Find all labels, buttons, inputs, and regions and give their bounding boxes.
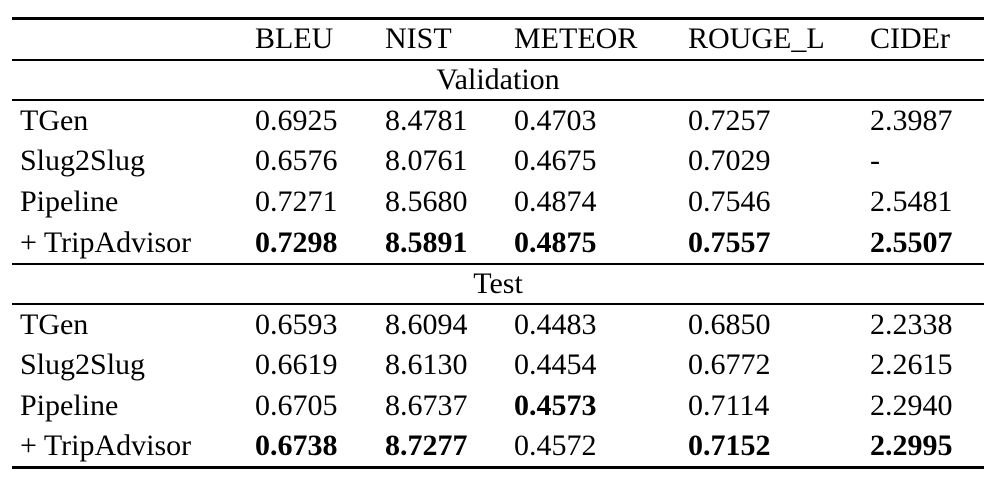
metric-value: 0.4874 <box>514 185 597 218</box>
column-header-nist: NIST <box>385 22 452 56</box>
section-title: Validation <box>436 62 560 96</box>
metric-value: 2.2995 <box>870 429 953 463</box>
metric-value: 2.2338 <box>870 307 953 341</box>
metric-value: 8.4781 <box>385 103 468 137</box>
table-row: + TripAdvisor 0.6738 8.7277 0.4572 0.715… <box>12 427 984 468</box>
metric-value: 2.5481 <box>870 185 953 218</box>
metric-value: 0.7029 <box>688 144 771 177</box>
metric-value: 0.4675 <box>514 144 597 177</box>
metric-value: 0.6738 <box>255 429 338 463</box>
metric-value: 8.6737 <box>385 389 468 422</box>
metric-value: 0.6593 <box>255 307 338 341</box>
metric-value: 2.2615 <box>870 348 953 381</box>
results-table: BLEU NIST METEOR ROUGE_L CIDEr Validatio… <box>12 17 984 469</box>
metric-value: 0.7271 <box>255 185 338 218</box>
metric-value: 0.4454 <box>514 348 597 381</box>
table-row: TGen 0.6593 8.6094 0.4483 0.6850 2.2338 <box>12 304 984 345</box>
section-title: Test <box>473 266 523 300</box>
column-header-rouge-l: ROUGE_L <box>688 22 825 56</box>
table-row: Slug2Slug 0.6619 8.6130 0.4454 0.6772 2.… <box>12 345 984 386</box>
row-label: TGen <box>20 307 89 341</box>
metric-value: 0.6705 <box>255 389 338 422</box>
metric-value: 0.4483 <box>514 307 597 341</box>
metric-value: 0.7298 <box>255 225 338 259</box>
table-row: Pipeline 0.7271 8.5680 0.4874 0.7546 2.5… <box>12 182 984 223</box>
section-header-test: Test <box>12 264 984 304</box>
metric-value: 0.6850 <box>688 307 771 341</box>
metric-value: 0.7557 <box>688 225 771 259</box>
column-header-meteor: METEOR <box>514 22 638 56</box>
row-label: Slug2Slug <box>20 144 146 177</box>
metric-value: 2.2940 <box>870 389 953 422</box>
metric-value: 0.7546 <box>688 185 771 218</box>
metric-value: 8.6094 <box>385 307 468 341</box>
row-label: Pipeline <box>20 389 119 422</box>
metric-value: 8.0761 <box>385 144 468 177</box>
metric-value: 0.7257 <box>688 103 771 137</box>
row-label: + TripAdvisor <box>20 225 192 259</box>
metric-value: 8.7277 <box>385 429 468 463</box>
metric-value: 0.7114 <box>688 389 770 422</box>
table-row: Slug2Slug 0.6576 8.0761 0.4675 0.7029 - <box>12 141 984 182</box>
column-header-empty <box>12 19 255 60</box>
metric-value: 0.4572 <box>514 429 597 463</box>
metric-value: 2.5507 <box>870 225 953 259</box>
column-header-bleu: BLEU <box>255 22 334 56</box>
metric-value: 2.3987 <box>870 103 953 137</box>
section-header-validation: Validation <box>12 60 984 100</box>
table-row: TGen 0.6925 8.4781 0.4703 0.7257 2.3987 <box>12 100 984 141</box>
metric-value: 0.6576 <box>255 144 338 177</box>
metric-value: 8.5680 <box>385 185 468 218</box>
table-row: + TripAdvisor 0.7298 8.5891 0.4875 0.755… <box>12 223 984 264</box>
metric-value: 8.6130 <box>385 348 468 381</box>
metric-value: 0.6925 <box>255 103 338 137</box>
metric-value: 0.4875 <box>514 225 597 259</box>
metric-value: - <box>870 144 880 177</box>
row-label: Slug2Slug <box>20 348 146 381</box>
column-header-cider: CIDEr <box>870 22 950 56</box>
metric-value: 0.4703 <box>514 103 597 137</box>
row-label: + TripAdvisor <box>20 429 192 463</box>
metric-value: 8.5891 <box>385 225 468 259</box>
table-row: Pipeline 0.6705 8.6737 0.4573 0.7114 2.2… <box>12 386 984 427</box>
row-label: Pipeline <box>20 185 119 218</box>
row-label: TGen <box>20 103 89 137</box>
metric-value: 0.6772 <box>688 348 771 381</box>
metric-value: 0.7152 <box>688 429 771 463</box>
column-header-row: BLEU NIST METEOR ROUGE_L CIDEr <box>12 19 984 60</box>
metric-value: 0.4573 <box>514 389 597 422</box>
metric-value: 0.6619 <box>255 348 338 381</box>
